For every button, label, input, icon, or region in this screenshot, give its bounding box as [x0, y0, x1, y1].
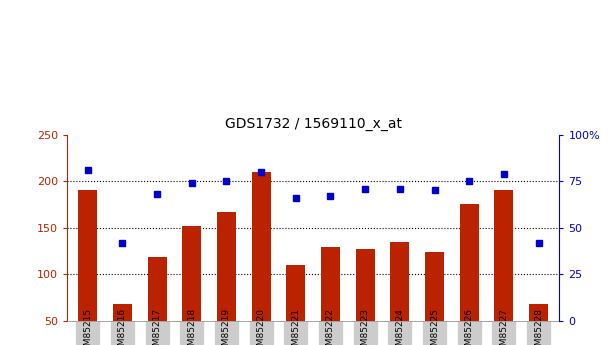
Text: GSM85223: GSM85223 — [361, 308, 370, 345]
Text: GSM85217: GSM85217 — [153, 308, 162, 345]
Bar — [182, 226, 201, 321]
Bar — [494, 190, 513, 321]
Title: GDS1732 / 1569110_x_at: GDS1732 / 1569110_x_at — [224, 117, 402, 131]
Bar — [422, 321, 447, 345]
Text: GSM85222: GSM85222 — [326, 308, 335, 345]
Bar — [286, 265, 305, 321]
Text: GSM85216: GSM85216 — [118, 308, 127, 345]
Bar — [318, 321, 343, 345]
Bar — [491, 321, 516, 345]
Text: GSM85215: GSM85215 — [83, 308, 92, 345]
Bar — [390, 241, 409, 321]
Text: GSM85220: GSM85220 — [257, 308, 266, 345]
Text: GSM85226: GSM85226 — [465, 308, 474, 345]
Text: GSM85224: GSM85224 — [395, 308, 404, 345]
Bar — [457, 321, 482, 345]
Bar — [249, 321, 274, 345]
Bar — [145, 321, 170, 345]
Bar — [283, 321, 308, 345]
Bar — [75, 321, 100, 345]
Text: GSM85225: GSM85225 — [430, 308, 439, 345]
Bar — [529, 304, 548, 321]
Bar — [113, 304, 132, 321]
Text: GSM85219: GSM85219 — [222, 308, 231, 345]
Bar — [179, 321, 204, 345]
Text: GSM85221: GSM85221 — [291, 308, 300, 345]
Bar — [425, 252, 444, 321]
Bar — [353, 321, 378, 345]
Bar — [526, 321, 551, 345]
Bar — [460, 204, 478, 321]
Bar — [110, 321, 135, 345]
Bar — [321, 247, 340, 321]
Bar — [387, 321, 412, 345]
Bar — [252, 172, 271, 321]
Bar — [78, 190, 97, 321]
Bar — [148, 257, 167, 321]
Text: GSM85228: GSM85228 — [534, 308, 543, 345]
Text: GSM85218: GSM85218 — [187, 308, 196, 345]
Bar — [217, 212, 236, 321]
Text: GSM85227: GSM85227 — [499, 308, 508, 345]
Bar — [356, 249, 375, 321]
Bar — [214, 321, 239, 345]
